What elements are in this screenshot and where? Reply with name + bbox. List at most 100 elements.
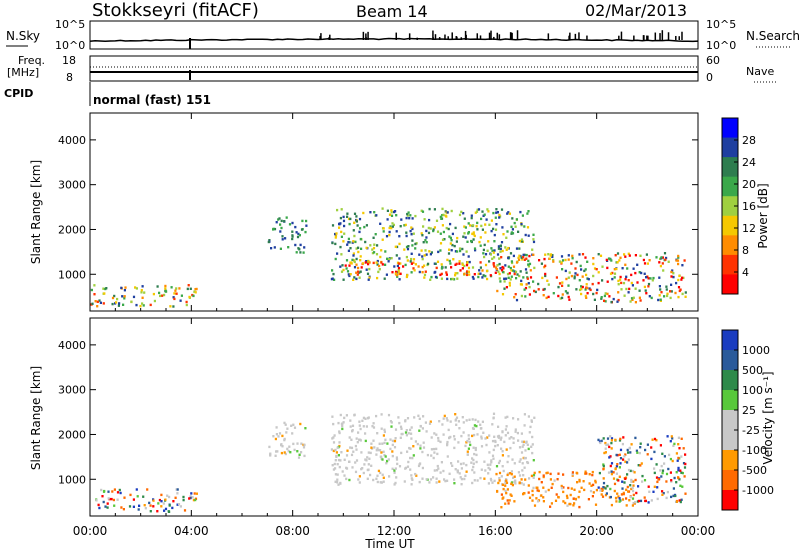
power-colorbar-label: Power [dB] xyxy=(756,183,770,248)
echo-cell xyxy=(631,284,634,287)
echo-cell xyxy=(614,467,617,470)
echo-cell xyxy=(381,263,384,266)
echo-cell xyxy=(352,240,355,243)
echo-cell xyxy=(439,440,442,444)
echo-cell xyxy=(491,439,495,443)
colorbar-tick-label: 500 xyxy=(742,364,763,377)
echo-cell xyxy=(456,469,459,473)
echo-cell xyxy=(182,498,185,502)
echo-cell xyxy=(473,479,476,482)
echo-cell xyxy=(496,289,499,293)
echo-cell xyxy=(406,259,409,262)
echo-cell xyxy=(358,424,361,427)
echo-cell xyxy=(273,227,277,231)
echo-cell xyxy=(471,434,474,438)
echo-cell xyxy=(377,270,380,274)
echo-cell xyxy=(658,261,661,264)
echo-cell xyxy=(403,248,406,251)
echo-cell xyxy=(347,217,351,221)
echo-cell xyxy=(665,472,669,476)
echo-cell xyxy=(445,226,448,230)
echo-cell xyxy=(113,488,116,491)
echo-cell xyxy=(132,498,135,501)
echo-cell xyxy=(514,428,517,431)
echo-cell xyxy=(365,246,368,250)
echo-cell xyxy=(674,291,677,295)
echo-cell xyxy=(618,259,621,262)
echo-cell xyxy=(340,253,343,256)
echo-cell xyxy=(677,295,680,299)
echo-cell xyxy=(160,505,163,508)
echo-cell xyxy=(528,285,531,289)
echo-cell xyxy=(520,478,523,481)
echo-cell xyxy=(338,441,341,444)
echo-cell xyxy=(365,224,368,227)
echo-cell xyxy=(617,291,620,294)
echo-cell xyxy=(423,218,426,221)
echo-cell xyxy=(280,451,283,455)
echo-cell xyxy=(424,239,427,242)
echo-cell xyxy=(601,279,604,282)
echo-cell xyxy=(682,276,685,280)
echo-cell xyxy=(569,493,572,497)
y-tick-label: 4000 xyxy=(58,339,86,352)
echo-cell xyxy=(508,437,511,440)
echo-cell xyxy=(436,469,439,472)
echo-cell xyxy=(500,475,503,478)
echo-cell xyxy=(501,265,504,269)
echo-cell xyxy=(360,451,363,454)
echo-cell xyxy=(367,463,370,466)
echo-cell xyxy=(596,288,599,292)
echo-cell xyxy=(359,439,362,442)
echo-cell xyxy=(604,441,607,445)
echo-cell xyxy=(426,453,429,457)
velocity-echoes xyxy=(95,412,687,513)
echo-cell xyxy=(433,208,436,211)
echo-cell xyxy=(526,276,529,279)
echo-cell xyxy=(515,247,519,250)
echo-cell xyxy=(491,423,494,426)
echo-cell xyxy=(166,494,169,497)
echo-cell xyxy=(590,484,593,487)
echo-cell xyxy=(628,499,631,502)
echo-cell xyxy=(414,263,417,266)
echo-cell xyxy=(594,481,597,484)
echo-cell xyxy=(490,219,493,222)
echo-cell xyxy=(586,260,589,263)
echo-cell xyxy=(376,259,379,263)
echo-cell xyxy=(617,479,620,482)
echo-cell xyxy=(353,234,356,238)
echo-cell xyxy=(304,427,307,430)
echo-cell xyxy=(523,424,526,427)
echo-cell xyxy=(120,506,123,509)
echo-cell xyxy=(508,281,511,285)
echo-cell xyxy=(435,266,438,270)
echo-cell xyxy=(683,475,686,478)
echo-cell xyxy=(604,300,607,303)
echo-cell xyxy=(364,439,367,443)
echo-cell xyxy=(604,487,607,490)
echo-cell xyxy=(514,293,517,296)
echo-cell xyxy=(523,225,526,228)
echo-cell xyxy=(483,460,486,463)
echo-cell xyxy=(437,250,440,254)
echo-cell xyxy=(658,294,661,297)
echo-cell xyxy=(512,476,515,479)
echo-cell xyxy=(625,287,628,291)
echo-cell xyxy=(350,453,354,457)
echo-cell xyxy=(113,504,116,507)
echo-cell xyxy=(614,438,617,442)
echo-cell xyxy=(428,218,431,222)
echo-cell xyxy=(288,445,291,448)
echo-cell xyxy=(395,458,399,461)
colorbar-tick-label: 4 xyxy=(742,266,749,279)
echo-cell xyxy=(338,226,341,229)
echo-cell xyxy=(609,464,612,468)
echo-cell xyxy=(389,447,392,451)
echo-cell xyxy=(338,465,341,469)
echo-cell xyxy=(408,446,411,450)
echo-cell xyxy=(496,253,500,256)
echo-cell xyxy=(573,275,576,278)
